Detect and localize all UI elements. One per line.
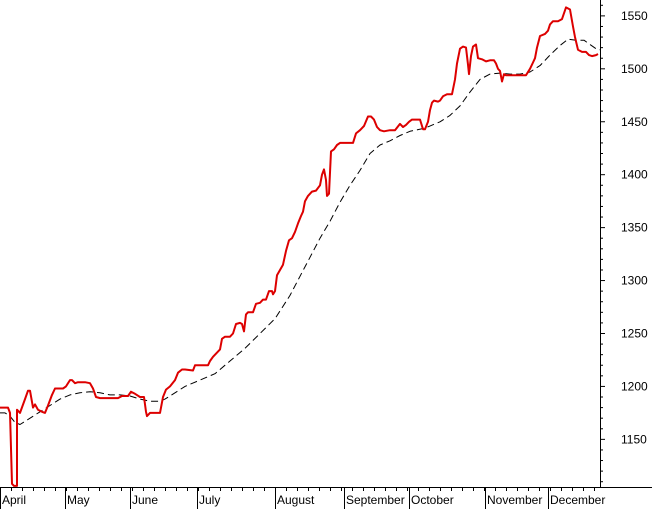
- x-tick-label: October: [411, 493, 454, 507]
- series-line-moving-average: [0, 38, 601, 425]
- x-tick-label: June: [132, 493, 158, 507]
- series-layer: [0, 6, 601, 487]
- x-tick-label: July: [199, 493, 220, 507]
- y-tick-label: 1200: [621, 379, 648, 393]
- y-tick-label: 1150: [621, 432, 647, 446]
- y-tick-label: 1350: [621, 221, 648, 235]
- y-tick-label: 1400: [621, 168, 648, 182]
- y-tick-label: 1250: [621, 326, 648, 340]
- y-tick-label: 1500: [621, 62, 648, 76]
- x-tick-label: November: [487, 493, 542, 507]
- y-tick-label: 1450: [621, 115, 648, 129]
- x-tick-label: April: [2, 493, 26, 507]
- series-line-price: [0, 6, 599, 487]
- x-tick-label: December: [550, 493, 605, 507]
- x-tick-label: August: [277, 493, 315, 507]
- y-tick-label: 1550: [621, 9, 648, 23]
- x-tick-label: September: [346, 493, 405, 507]
- x-tick-label: May: [67, 493, 90, 507]
- y-tick-label: 1300: [621, 274, 648, 288]
